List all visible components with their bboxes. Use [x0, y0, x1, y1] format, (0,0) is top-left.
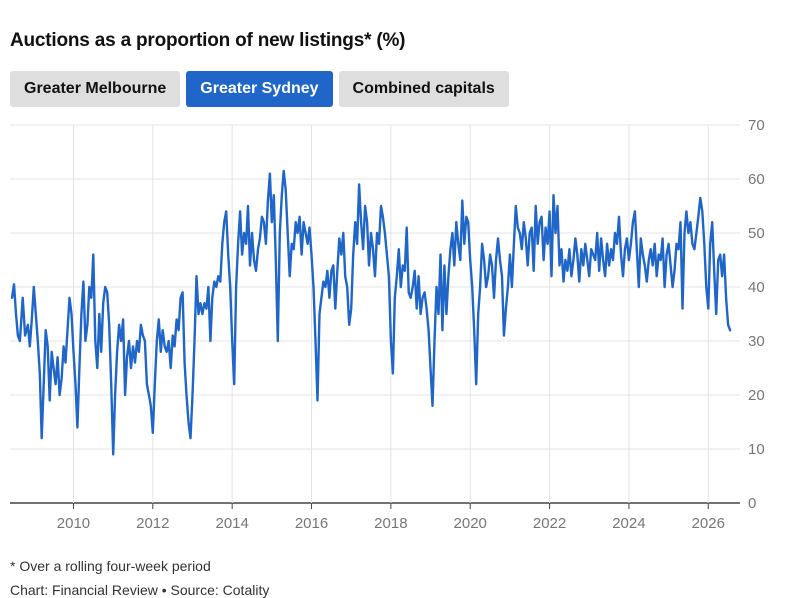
line-chart: 0 10 20 30 40 50 60 70 2010 2012 2014 2016 2018 2020…: [10, 117, 765, 532]
x-tick-label: 2020: [454, 515, 487, 532]
y-axis-ticks: 0 10 20 30 40 50 60 70: [748, 117, 765, 512]
tab-greater-melbourne[interactable]: Greater Melbourne: [10, 71, 181, 107]
y-tick-label: 30: [748, 333, 765, 350]
x-tick-label: 2022: [533, 515, 566, 532]
tab-combined-capitals[interactable]: Combined capitals: [338, 71, 509, 107]
x-tick-label: 2010: [57, 515, 90, 532]
footnote: * Over a rolling four-week period: [10, 558, 211, 574]
y-tick-label: 60: [748, 171, 765, 188]
x-tick-label: 2016: [295, 515, 328, 532]
series-line-greater-sydney: [10, 169, 732, 456]
y-tick-label: 0: [748, 495, 756, 512]
x-tick-label: 2014: [215, 515, 248, 532]
y-tick-label: 50: [748, 225, 765, 242]
chart-title: Auctions as a proportion of new listings…: [10, 30, 406, 51]
x-tick-label: 2024: [612, 515, 645, 532]
y-tick-label: 20: [748, 387, 765, 404]
tab-greater-sydney[interactable]: Greater Sydney: [186, 71, 333, 107]
x-axis-ticks: 2010 2012 2014 2016 2018 2020 2022 2024 2026: [57, 503, 725, 532]
source-credit: Chart: Financial Review • Source: Cotali…: [10, 582, 270, 598]
x-tick-label: 2012: [136, 515, 169, 532]
y-tick-label: 40: [748, 279, 765, 296]
y-tick-label: 10: [748, 441, 765, 458]
x-tick-label: 2026: [692, 515, 725, 532]
y-tick-label: 70: [748, 117, 765, 134]
gridlines: [10, 124, 740, 504]
x-tick-label: 2018: [374, 515, 407, 532]
region-tabs: Greater Melbourne Greater Sydney Combine…: [10, 71, 509, 107]
